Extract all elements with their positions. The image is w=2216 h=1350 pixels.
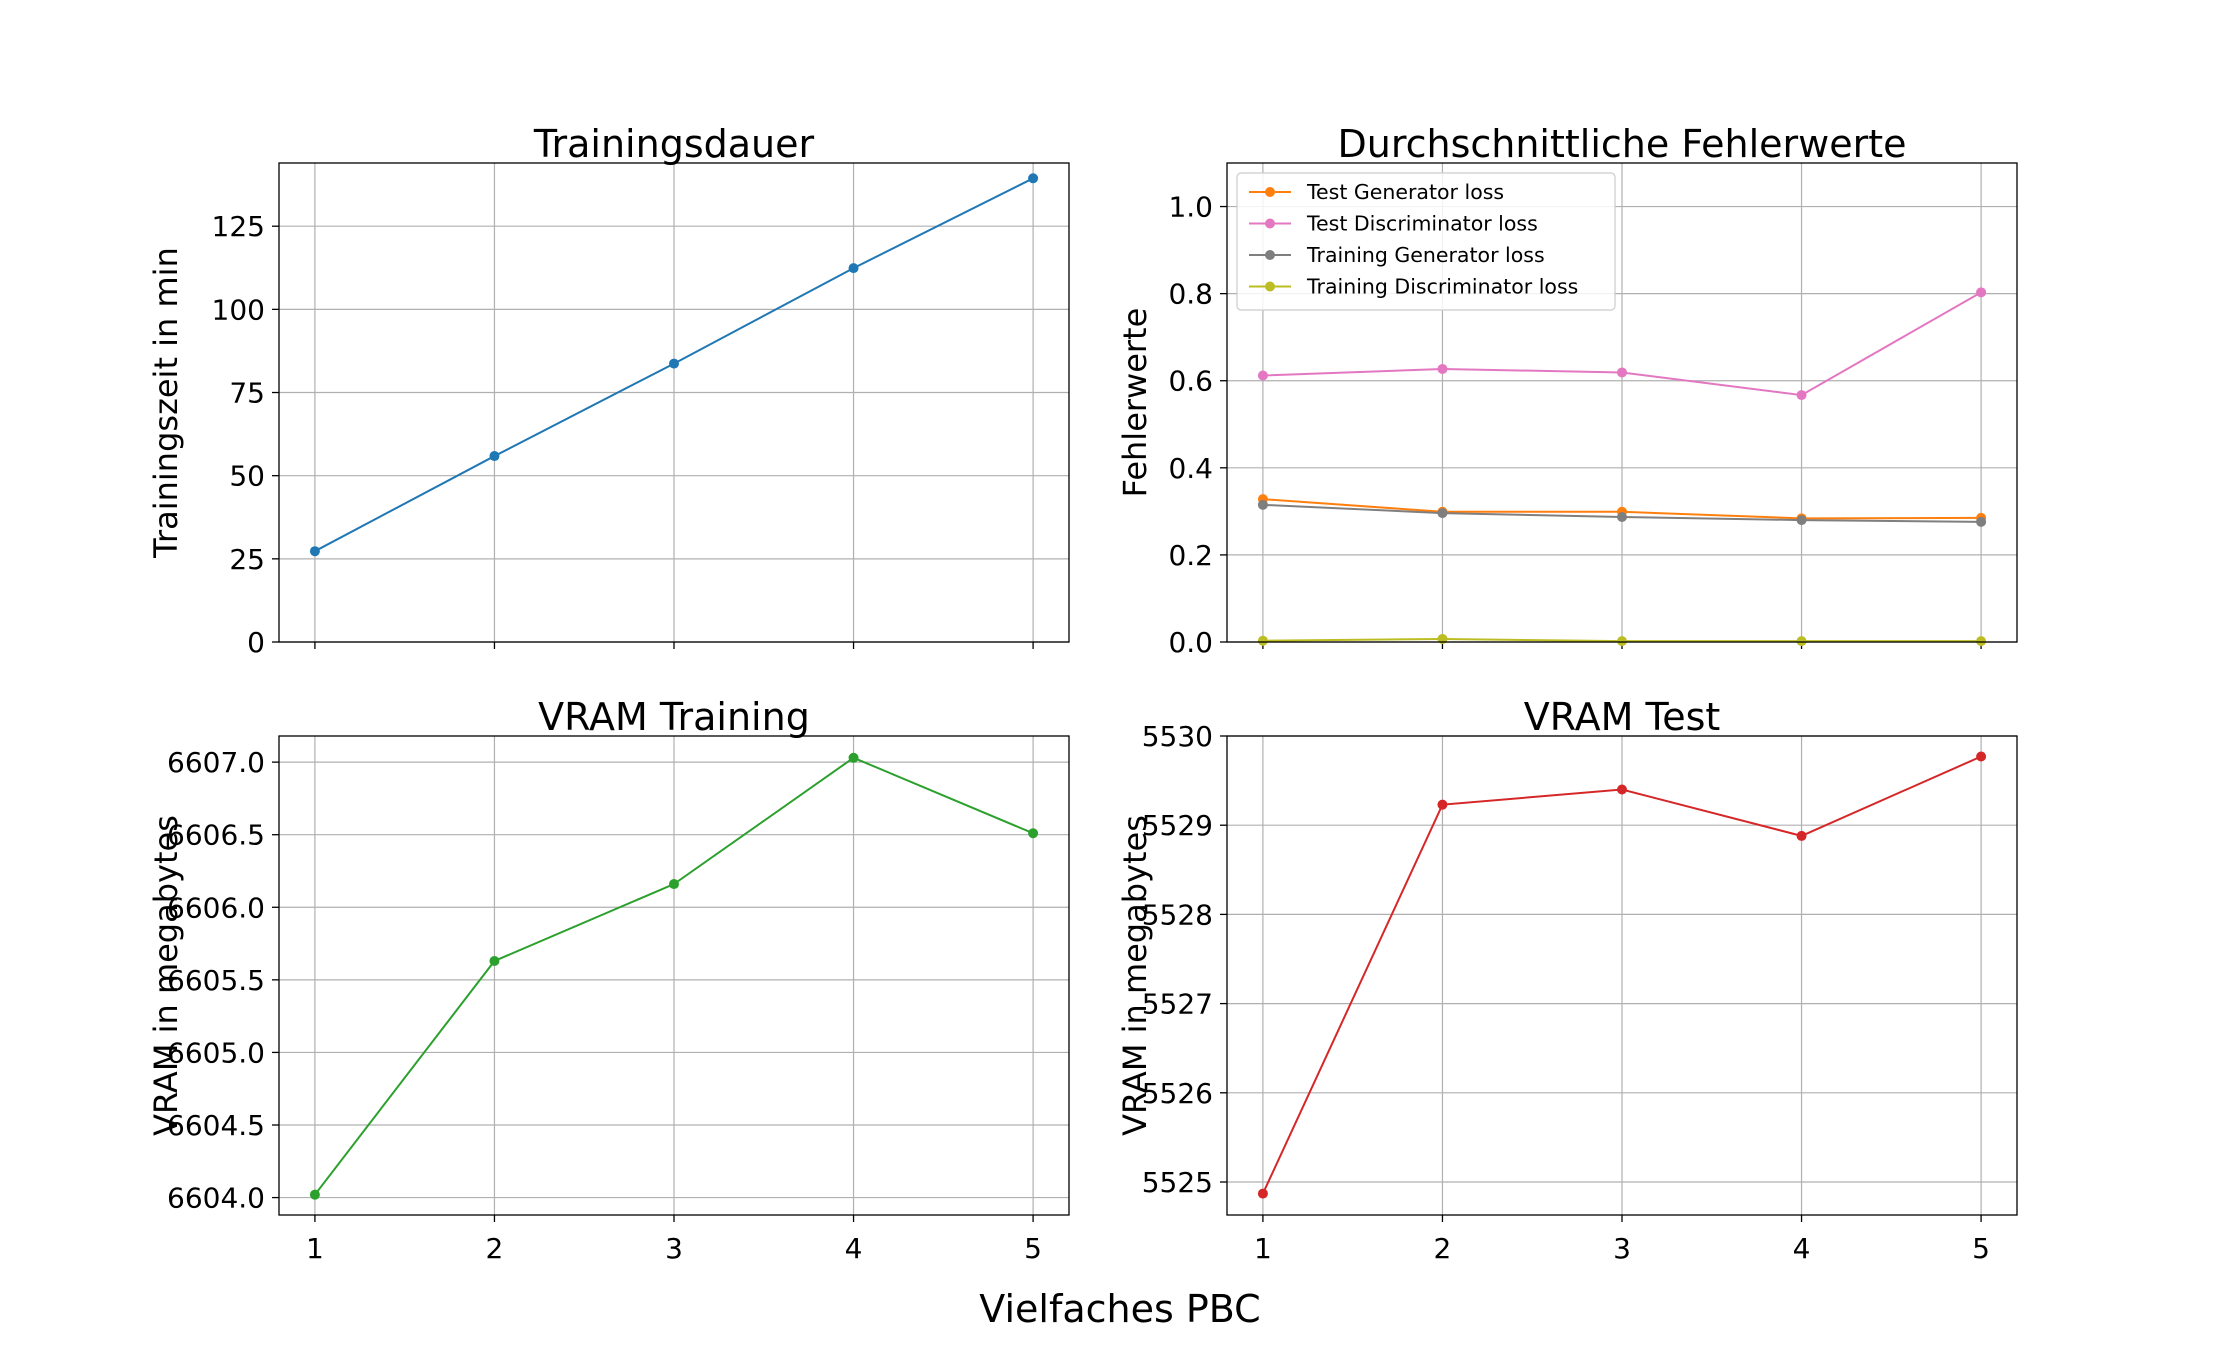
legend: Test Generator loss Test Discriminator lo… <box>1236 172 1616 311</box>
training-generator-loss-point <box>1617 512 1627 523</box>
series-0-point <box>669 358 679 369</box>
chart-vram-test: 5525 5526 5527 5528 5529 5530 1 2 3 4 5 VRAM Test VR… <box>1116 695 2018 1265</box>
chart-trainingsdauer: 0 25 50 75 100 125 Trainingsdauer Trainingszeit… <box>147 122 1070 659</box>
y-tick-label: 5527 <box>1142 988 1213 1021</box>
y-tick-label: 75 <box>229 377 265 410</box>
y-tick-label: 5529 <box>1142 809 1213 842</box>
test-generator-loss-legend-marker <box>1265 187 1275 197</box>
legend-box <box>1236 172 1616 311</box>
y-tick-label: 0.2 <box>1168 539 1213 572</box>
training-generator-loss-legend-marker <box>1265 250 1275 260</box>
y-tick-label: 0.4 <box>1168 452 1213 485</box>
series-0-point <box>1976 751 1987 762</box>
training-discriminator-loss-point <box>1976 636 1987 647</box>
y-tick-label: 6604.5 <box>167 1109 265 1142</box>
test-discriminator-loss-point <box>1796 390 1807 401</box>
y-tick-label: 100 <box>212 293 265 326</box>
series-0-point <box>669 879 679 890</box>
legend-entry: Test Generator loss <box>1306 180 1504 204</box>
series-0-point <box>309 546 320 557</box>
y-tick-label: 1.0 <box>1168 191 1213 224</box>
series-0-point <box>489 955 500 966</box>
axes-frame <box>1226 162 2018 643</box>
y-tick-label: 0.6 <box>1168 365 1213 398</box>
y-tick-label: 125 <box>212 210 265 243</box>
test-discriminator-loss-point <box>1257 370 1268 381</box>
y-tick-label: 6606.0 <box>167 891 265 924</box>
training-generator-loss-point <box>1976 516 1987 527</box>
figure-xlabel: Vielfaches PBC <box>979 1287 1260 1331</box>
chart-durchschnittliche-fehlerwerte: 0.0 0.2 0.4 0.6 0.8 1.0 Durchschnittliche Fehl… <box>1116 122 2018 659</box>
chart-vram-training: 6604.0 6604.5 6605.0 6605.5 6606.0 6606.5 6607… <box>147 695 1070 1265</box>
test-discriminator-loss-point <box>1437 363 1448 374</box>
test-discriminator-loss-point <box>1976 287 1987 298</box>
y-tick-label: 25 <box>229 543 265 576</box>
y-axis-label: VRAM in megabytes <box>1116 815 1154 1136</box>
y-tick-label: 5530 <box>1142 720 1213 753</box>
x-tick-label: 4 <box>845 1232 863 1265</box>
axes-frame <box>1226 735 2018 1216</box>
x-tick-label: 5 <box>1972 1232 1990 1265</box>
series-0-point <box>1257 1188 1268 1199</box>
series-0-point <box>848 752 859 763</box>
training-discriminator-loss-point <box>1617 636 1627 647</box>
x-tick-label: 3 <box>665 1232 683 1265</box>
training-generator-loss-point <box>1437 508 1448 519</box>
series-0-point <box>1437 799 1448 810</box>
x-tick-label: 1 <box>306 1232 324 1265</box>
chart-title: VRAM Training <box>538 695 810 739</box>
training-discriminator-loss-legend-marker <box>1265 281 1275 292</box>
chart-title: VRAM Test <box>1524 695 1721 739</box>
test-discriminator-loss-legend-marker <box>1265 218 1275 229</box>
x-tick-label: 1 <box>1254 1232 1272 1265</box>
y-axis-label: VRAM in megabytes <box>147 815 185 1136</box>
series-0-point <box>309 1189 320 1200</box>
test-discriminator-loss-point <box>1617 367 1627 378</box>
series-0-point <box>1796 830 1807 841</box>
series-0-point <box>1028 173 1039 184</box>
y-tick-label: 5528 <box>1142 898 1213 931</box>
x-tick-label: 2 <box>486 1232 504 1265</box>
training-discriminator-loss-point <box>1257 635 1268 646</box>
chart-title: Trainingsdauer <box>533 122 815 166</box>
series-0-point <box>1617 784 1627 795</box>
y-tick-label: 6605.0 <box>167 1036 265 1069</box>
y-tick-label: 5525 <box>1142 1166 1213 1199</box>
training-generator-loss-point <box>1796 515 1807 526</box>
x-tick-label: 3 <box>1613 1232 1631 1265</box>
x-tick-label: 5 <box>1024 1232 1042 1265</box>
training-generator-loss-point <box>1257 499 1268 510</box>
y-axis-label: Fehlerwerte <box>1116 308 1154 498</box>
y-tick-label: 6605.5 <box>167 964 265 997</box>
legend-entry: Test Discriminator loss <box>1306 212 1538 236</box>
axes-frame <box>278 162 1070 643</box>
training-discriminator-loss-point <box>1796 636 1807 647</box>
y-tick-label: 6606.5 <box>167 819 265 852</box>
series-0-point <box>848 263 859 274</box>
y-tick-label: 6604.0 <box>167 1182 265 1215</box>
series-0-point <box>489 451 500 462</box>
chart-title: Durchschnittliche Fehlerwerte <box>1337 122 1906 166</box>
axes-frame <box>278 735 1070 1216</box>
series-0-point <box>1028 828 1039 839</box>
y-tick-label: 0 <box>247 626 265 659</box>
x-tick-label: 4 <box>1793 1232 1811 1265</box>
x-tick-label: 2 <box>1434 1232 1452 1265</box>
y-axis-label: Trainingszeit in min <box>147 247 185 559</box>
y-tick-label: 5526 <box>1142 1077 1213 1110</box>
y-tick-label: 0.0 <box>1168 626 1213 659</box>
legend-entry: Training Discriminator loss <box>1306 275 1578 299</box>
legend-entry: Training Generator loss <box>1306 243 1545 267</box>
y-tick-label: 50 <box>229 460 265 493</box>
y-tick-label: 0.8 <box>1168 278 1213 311</box>
y-tick-label: 6607.0 <box>167 746 265 779</box>
